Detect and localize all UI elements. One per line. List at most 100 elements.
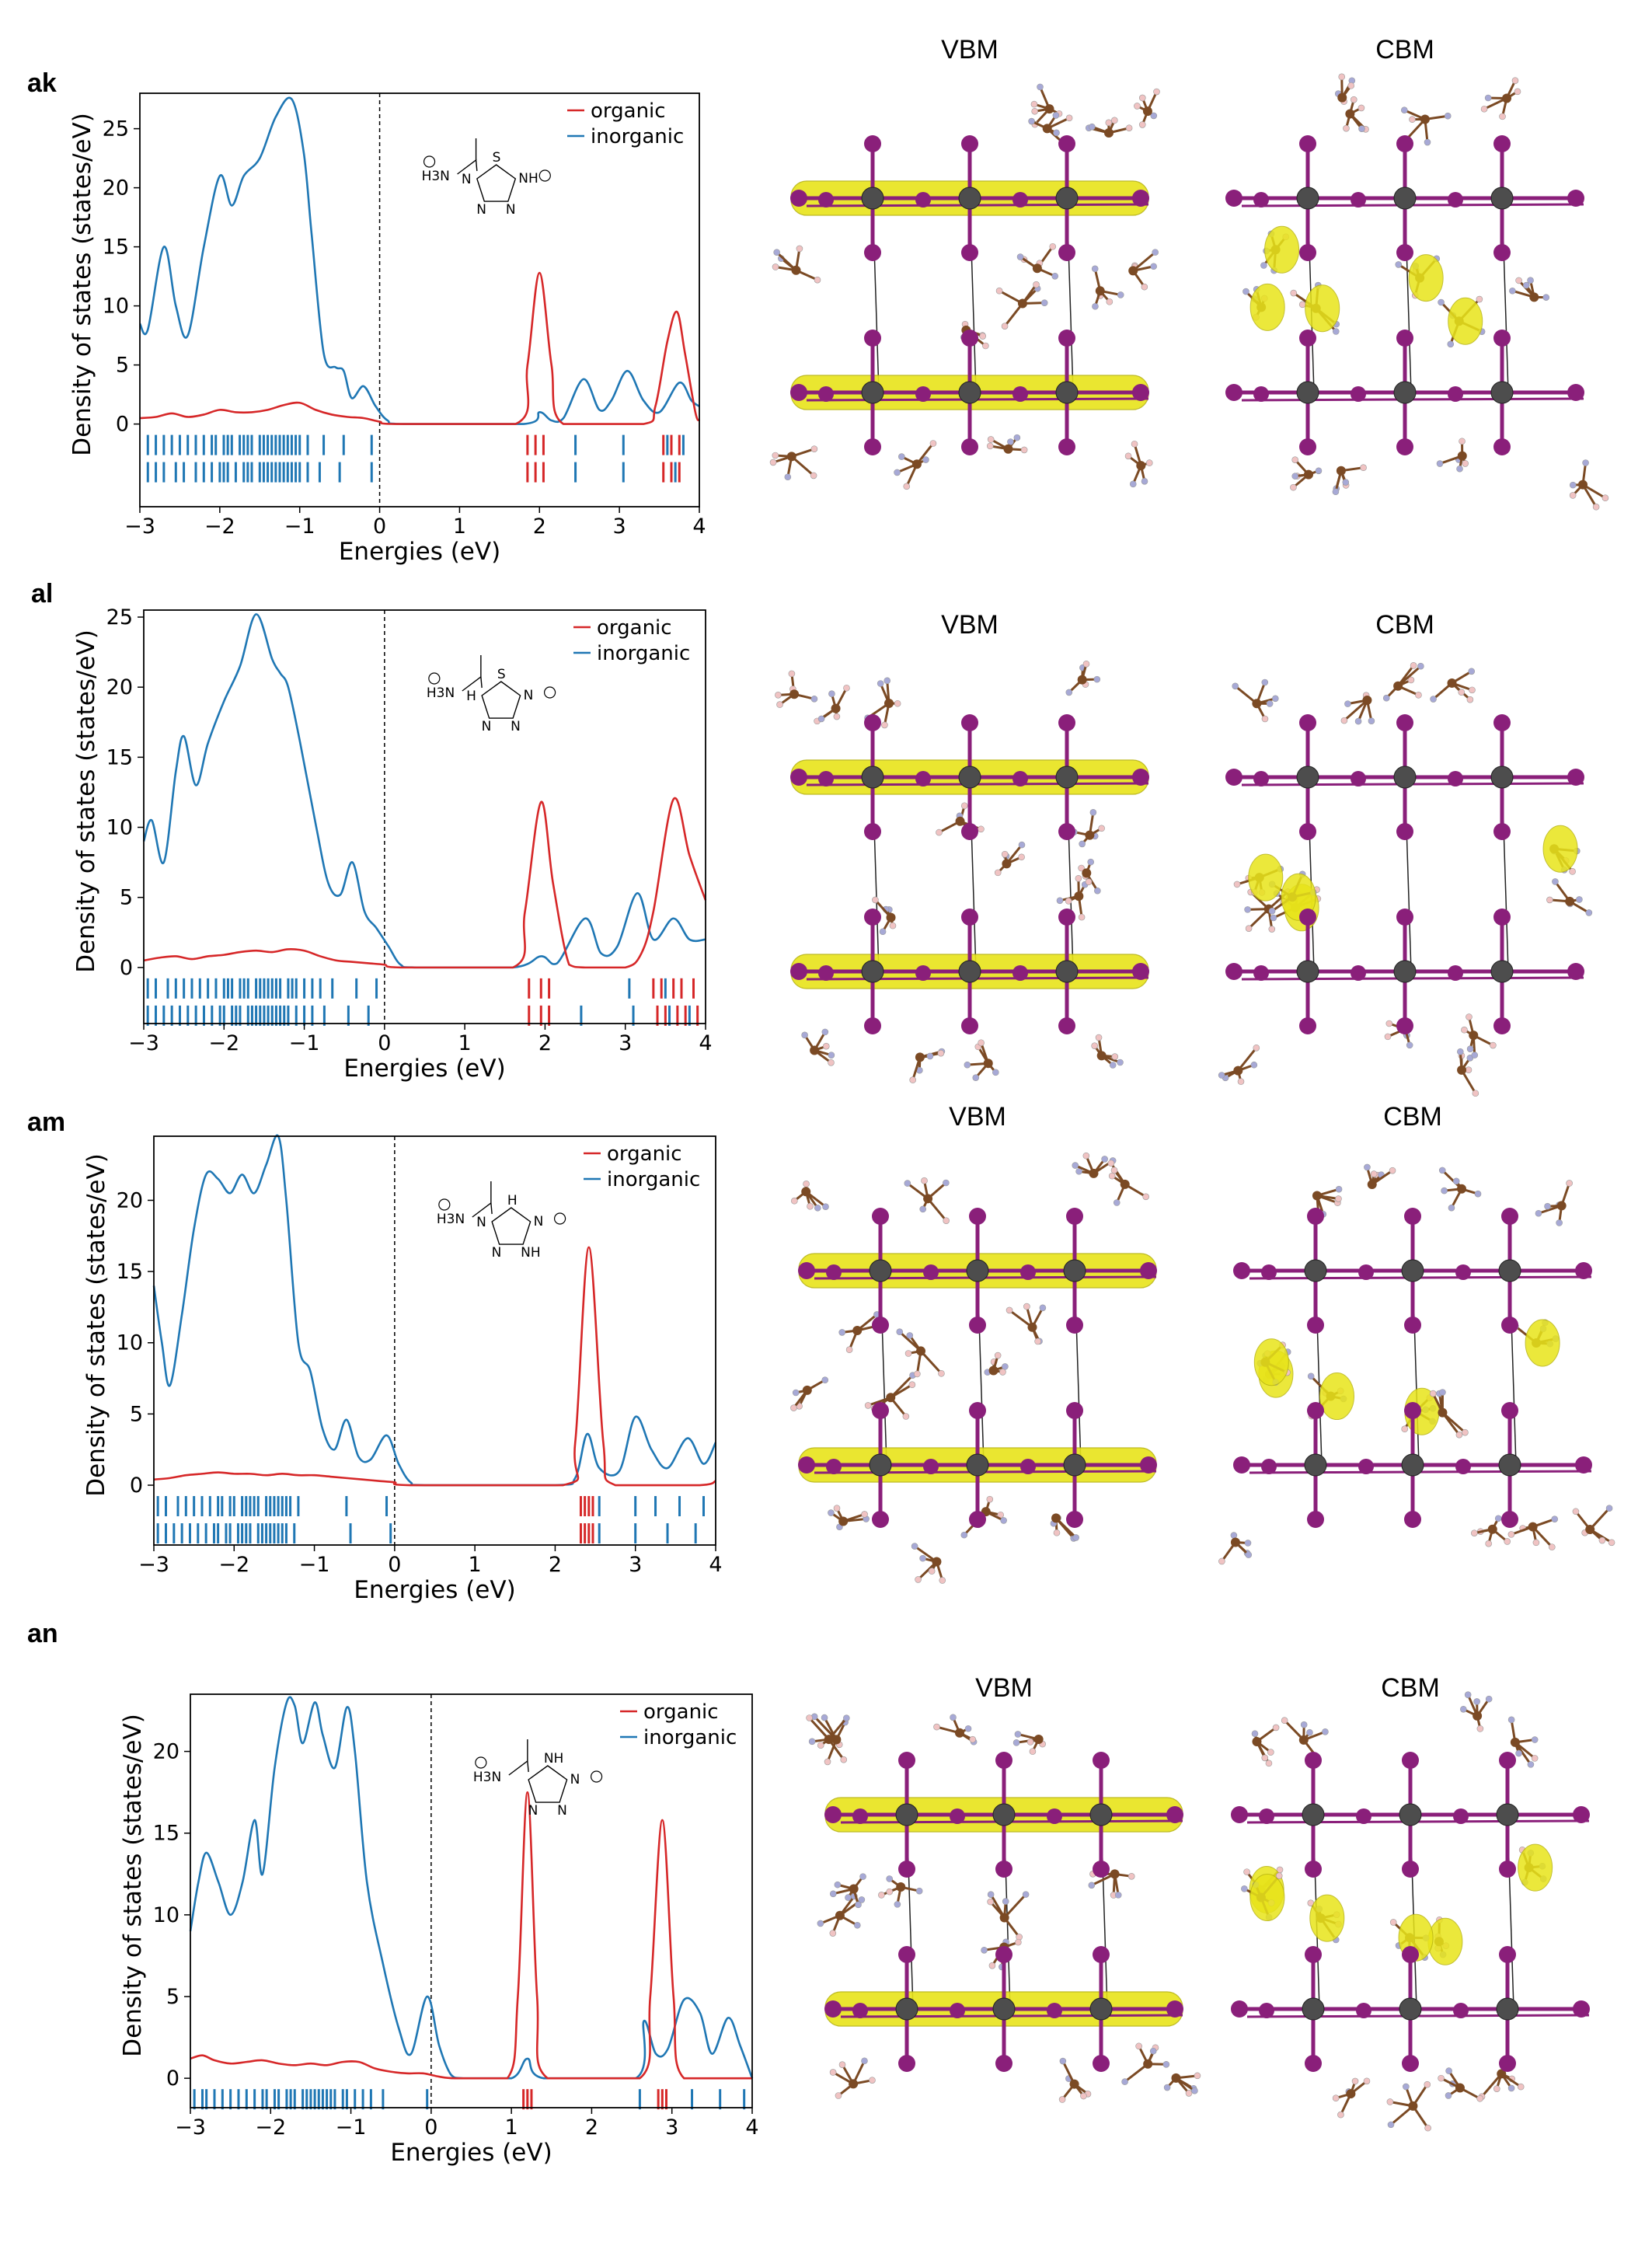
iodine-atom <box>1396 909 1413 926</box>
iodine-atom <box>969 1402 986 1419</box>
iodine-atom <box>872 1208 889 1225</box>
organic-atom <box>814 276 821 284</box>
carbon-atom <box>884 698 894 708</box>
organic-atom <box>960 1531 968 1539</box>
carbon-atom <box>916 1346 926 1356</box>
y-tick-label: 5 <box>130 1402 143 1426</box>
cbm-isosurface <box>1253 1338 1289 1386</box>
organic-atom <box>1085 878 1093 886</box>
lead-atom <box>1401 1453 1424 1477</box>
iodine-atom <box>1402 1946 1419 1963</box>
organic-atom <box>1051 273 1058 280</box>
carbon-atom <box>1473 1711 1483 1721</box>
lead-atom <box>1490 960 1514 983</box>
carbon-atom <box>1345 109 1355 119</box>
molecule-atom-label: S <box>497 667 506 682</box>
x-tick-label: 1 <box>505 2115 518 2140</box>
organic-atom <box>1456 465 1463 473</box>
organic-atom <box>886 1888 894 1896</box>
iodine-atom <box>961 714 978 731</box>
molecule-atom-label: N <box>524 688 534 703</box>
iodine-atom <box>1307 1402 1324 1419</box>
organic-atom <box>1129 480 1137 488</box>
x-tick-label: 1 <box>469 1553 482 1577</box>
iodine-atom <box>1455 1264 1471 1280</box>
lead-atom <box>958 187 981 210</box>
iodine-atom <box>826 1264 842 1280</box>
iodine-atom <box>826 1459 842 1474</box>
cbm-isosurface <box>1264 225 1300 274</box>
iodine-atom <box>1132 963 1149 980</box>
organic-atom <box>1138 121 1146 128</box>
molecule-atom-label: N <box>511 719 521 734</box>
lead-atom <box>1296 766 1319 789</box>
iodine-atom <box>824 2000 842 2018</box>
organic-atom <box>1476 2094 1483 2102</box>
organic-atom <box>909 1076 916 1083</box>
x-tick-label: −2 <box>208 1031 239 1055</box>
organic-atom <box>1460 1706 1467 1713</box>
carbon-atom <box>1082 868 1092 878</box>
organic-bond <box>1132 251 1156 272</box>
carbon-atom <box>1528 1522 1538 1532</box>
organic-atom <box>821 1376 829 1383</box>
organic-atom <box>1075 874 1082 882</box>
organic-atom <box>817 1920 824 1927</box>
iodine-atom <box>1047 1808 1062 1824</box>
iodine-atom <box>1058 330 1075 347</box>
organic-atom <box>886 1875 893 1882</box>
organic-atom <box>1464 1691 1472 1698</box>
organic-atom <box>817 715 825 723</box>
organic-atom <box>1332 488 1340 496</box>
carbon-atom <box>923 1194 933 1204</box>
organic-atom <box>936 828 943 836</box>
y-tick-label: 10 <box>106 816 133 840</box>
organic-atom <box>1117 1059 1124 1066</box>
lead-atom <box>1304 1453 1327 1477</box>
organic-atom <box>1350 96 1357 103</box>
organic-atom <box>921 1177 928 1184</box>
organic-atom <box>1476 1725 1484 1732</box>
inorganic-dos-line <box>189 1696 754 2080</box>
molecule-ring <box>476 164 517 202</box>
structure-title-cbm: CBM <box>1375 610 1434 640</box>
organic-atom <box>992 1069 999 1076</box>
organic-atom <box>1406 1041 1413 1049</box>
y-tick-label: 0 <box>120 956 133 980</box>
organic-atom <box>1458 689 1466 696</box>
molecule-atom-label: H3N <box>422 169 450 184</box>
organic-atom <box>792 1389 800 1397</box>
organic-atom <box>1113 1199 1121 1206</box>
x-tick-label: 3 <box>613 514 626 539</box>
organic-atom <box>1031 107 1038 115</box>
organic-atom <box>964 1061 971 1069</box>
organic-atom <box>1245 925 1253 932</box>
iodine-atom <box>1575 1456 1592 1474</box>
x-tick-label: 1 <box>453 514 466 539</box>
y-tick-label: 25 <box>103 117 129 141</box>
organic-atom <box>1251 1730 1259 1738</box>
organic-atom <box>810 445 818 452</box>
plot-frame <box>139 92 700 507</box>
carbon-atom <box>838 1516 849 1526</box>
y-tick-label: 15 <box>153 1822 179 1846</box>
iodine-atom <box>1396 438 1413 455</box>
organic-atom <box>1452 1177 1460 1185</box>
organic-atom <box>1253 1044 1260 1052</box>
carbon-atom <box>1089 1168 1099 1178</box>
organic-atom <box>1515 277 1522 284</box>
organic-atom <box>775 692 782 699</box>
iodine-atom <box>961 244 978 261</box>
y-tick-label: 5 <box>116 354 129 378</box>
iodine-atom <box>798 1456 815 1474</box>
inorganic-legend-label: inorganic <box>597 642 690 665</box>
y-axis-label: Density of states (states/eV) <box>72 630 100 973</box>
organic-atom <box>879 928 887 936</box>
carbon-atom <box>1438 1407 1448 1418</box>
iodine-atom <box>1493 909 1511 926</box>
iodine-atom <box>824 1806 842 1823</box>
iodine-atom <box>1020 1459 1036 1474</box>
organic-atom <box>1382 694 1390 702</box>
carbon-atom <box>810 1045 820 1055</box>
organic-atom <box>1098 825 1105 832</box>
